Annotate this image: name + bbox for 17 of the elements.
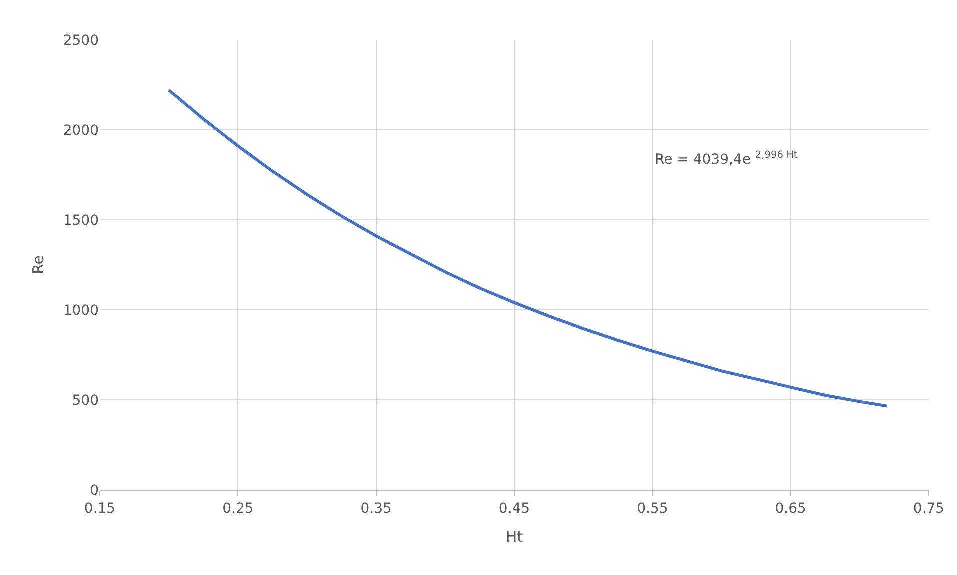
y-tick-label: 1000: [63, 302, 99, 319]
x-tick-label: 0.25: [222, 500, 254, 517]
y-tick-label: 1500: [63, 212, 99, 229]
x-tick-label: 0.35: [360, 500, 392, 517]
y-axis-title: Re: [30, 256, 48, 274]
y-tick-label: 2000: [63, 122, 99, 139]
y-tick-label: 0: [90, 482, 99, 499]
line-series: [168, 88, 890, 408]
y-tick-label: 2500: [63, 32, 99, 49]
x-tick-label: 0.65: [775, 500, 806, 517]
x-tick-label: 0.75: [913, 500, 945, 517]
x-tick-label: 0.15: [84, 500, 116, 517]
annotation: Re = 4039,4e $^{2,996 Ht}$: [655, 150, 798, 168]
y-tick-label: 500: [72, 392, 99, 409]
x-axis-title: Ht: [506, 528, 524, 546]
x-tick-label: 0.55: [637, 500, 668, 517]
x-tick-label: 0.45: [498, 500, 530, 517]
